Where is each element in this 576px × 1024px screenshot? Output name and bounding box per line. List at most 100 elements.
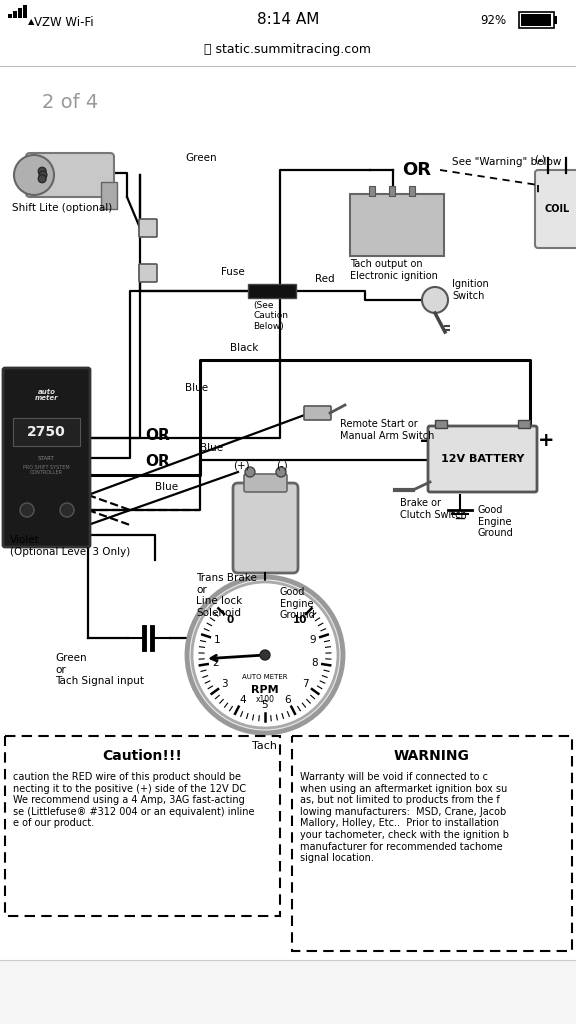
FancyBboxPatch shape	[292, 736, 572, 951]
Bar	[389, 186, 395, 196]
Bar	[518, 420, 530, 428]
Circle shape	[260, 650, 270, 660]
Text: +: +	[538, 430, 555, 450]
Bar	[248, 284, 296, 298]
Text: Green
or
Tach Signal input: Green or Tach Signal input	[55, 653, 144, 686]
Text: Black: Black	[230, 343, 259, 353]
Text: Warranty will be void if connected to c
when using an aftermarket ignition box s: Warranty will be void if connected to c …	[300, 772, 509, 863]
Text: 6: 6	[285, 694, 291, 705]
Bar	[0, 961, 576, 1024]
Text: Ignition
Switch: Ignition Switch	[452, 280, 489, 301]
Text: -: -	[420, 430, 428, 450]
Circle shape	[276, 467, 286, 477]
Bar	[0, 66, 576, 736]
Text: 92%: 92%	[480, 13, 506, 27]
Text: (+): (+)	[233, 461, 249, 471]
Text: 5: 5	[262, 700, 268, 710]
FancyBboxPatch shape	[304, 406, 331, 420]
Circle shape	[39, 171, 47, 179]
Text: Blue: Blue	[155, 482, 178, 492]
FancyBboxPatch shape	[139, 219, 157, 237]
Text: 0: 0	[226, 614, 233, 625]
FancyBboxPatch shape	[233, 483, 298, 573]
Text: Blue: Blue	[200, 443, 223, 453]
Bar	[554, 16, 557, 24]
Text: 4: 4	[239, 694, 245, 705]
FancyBboxPatch shape	[428, 426, 537, 492]
Text: (-): (-)	[276, 461, 288, 471]
Text: START: START	[38, 456, 55, 461]
Text: Remote Start or
Manual Arm Switch: Remote Start or Manual Arm Switch	[340, 419, 434, 440]
Text: (See
Caution
Below): (See Caution Below)	[253, 301, 288, 331]
Bar	[8, 14, 12, 18]
Text: Violet
(Optional Level 3 Only): Violet (Optional Level 3 Only)	[10, 535, 130, 557]
Circle shape	[197, 587, 333, 723]
Text: See "Warning" below: See "Warning" below	[452, 157, 562, 167]
Text: OR: OR	[145, 427, 170, 442]
Text: OR: OR	[402, 161, 431, 179]
FancyBboxPatch shape	[5, 736, 280, 916]
Circle shape	[192, 582, 338, 728]
Text: OR: OR	[145, 455, 170, 469]
Circle shape	[38, 167, 46, 175]
Text: Tach output on
Electronic ignition: Tach output on Electronic ignition	[350, 259, 438, 281]
Bar	[369, 186, 375, 196]
Text: Shift Lite (optional): Shift Lite (optional)	[12, 203, 112, 213]
Text: Good
Engine
Ground: Good Engine Ground	[478, 505, 514, 539]
Text: Green: Green	[185, 153, 217, 163]
Text: 2750: 2750	[27, 425, 66, 439]
Bar	[521, 14, 551, 26]
Text: Tach: Tach	[252, 741, 278, 751]
Text: WARNING: WARNING	[394, 749, 470, 763]
Text: 2: 2	[213, 657, 219, 668]
Bar	[409, 186, 415, 196]
Text: Red: Red	[315, 274, 335, 284]
Text: 9: 9	[309, 635, 316, 644]
Circle shape	[187, 577, 343, 733]
Text: VZW Wi-Fi: VZW Wi-Fi	[34, 15, 94, 29]
FancyBboxPatch shape	[244, 474, 287, 492]
Text: 2 of 4: 2 of 4	[42, 93, 98, 113]
Text: 3: 3	[221, 679, 228, 689]
Text: x100: x100	[256, 695, 275, 705]
Bar	[18, 8, 22, 18]
Text: Blue: Blue	[185, 383, 208, 393]
Text: (-): (-)	[534, 155, 545, 165]
Circle shape	[422, 287, 448, 313]
FancyBboxPatch shape	[350, 194, 444, 256]
Text: Caution!!!: Caution!!!	[103, 749, 183, 763]
Text: AUTO METER: AUTO METER	[242, 674, 288, 680]
Bar	[13, 11, 17, 18]
Bar	[0, 0, 576, 68]
Text: RPM: RPM	[251, 685, 279, 695]
Circle shape	[245, 467, 255, 477]
Text: 🔒 static.summitracing.com: 🔒 static.summitracing.com	[204, 43, 372, 56]
Text: Good
Engine
Ground: Good Engine Ground	[280, 587, 316, 621]
Circle shape	[14, 155, 54, 195]
Text: 7: 7	[302, 679, 309, 689]
FancyBboxPatch shape	[101, 182, 117, 209]
Text: 1: 1	[214, 635, 221, 644]
Bar	[23, 5, 27, 18]
Text: 10: 10	[293, 614, 308, 625]
Bar	[519, 12, 554, 28]
Text: Brake or
Clutch Switch: Brake or Clutch Switch	[400, 498, 467, 519]
Text: 8:14 AM: 8:14 AM	[257, 12, 319, 28]
Bar	[13, 418, 80, 446]
Circle shape	[60, 503, 74, 517]
FancyBboxPatch shape	[139, 264, 157, 282]
Text: ▲: ▲	[28, 17, 35, 27]
Text: 12V BATTERY: 12V BATTERY	[441, 454, 524, 464]
Text: caution the RED wire of this product should be
necting it to the positive (+) si: caution the RED wire of this product sho…	[13, 772, 255, 828]
Circle shape	[38, 175, 46, 183]
Text: auto
meter: auto meter	[35, 388, 58, 401]
Bar	[435, 420, 447, 428]
FancyBboxPatch shape	[26, 153, 114, 197]
Text: Fuse: Fuse	[221, 267, 245, 278]
FancyBboxPatch shape	[3, 368, 90, 547]
Text: Trans Brake
or
Line lock
Solenoid: Trans Brake or Line lock Solenoid	[196, 573, 257, 617]
FancyBboxPatch shape	[535, 170, 576, 248]
Text: PRO SHIFT SYSTEM
CONTROLLER: PRO SHIFT SYSTEM CONTROLLER	[23, 465, 70, 475]
Text: 8: 8	[311, 657, 318, 668]
Text: COIL: COIL	[544, 204, 570, 214]
